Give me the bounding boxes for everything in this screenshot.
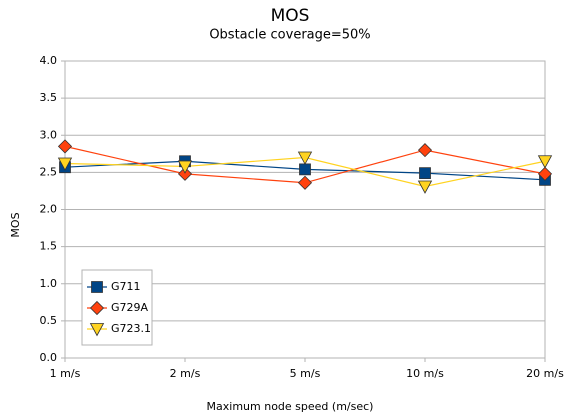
y-tick-label: 3.5 (40, 91, 58, 104)
marker (299, 163, 311, 176)
marker (91, 281, 103, 293)
x-tick-label: 20 m/s (526, 367, 564, 380)
marker (177, 160, 193, 174)
x-tick-label: 2 m/s (170, 367, 201, 380)
chart-title: MOS (271, 6, 310, 26)
legend-label: G723.1 (111, 322, 151, 335)
marker (57, 157, 73, 171)
x-tick-label: 1 m/s (50, 367, 81, 380)
marker (89, 300, 105, 316)
marker (419, 167, 431, 180)
x-tick-label: 10 m/s (406, 367, 444, 380)
chart-subtitle: Obstacle coverage=50% (209, 28, 370, 43)
marker (537, 155, 553, 169)
y-tick-label: 0.0 (40, 351, 58, 364)
marker (297, 151, 313, 165)
legend-label: G711 (111, 280, 141, 293)
marker (537, 166, 553, 181)
y-tick-label: 1.0 (40, 277, 58, 290)
y-tick-label: 3.0 (40, 128, 58, 141)
x-axis-label: Maximum node speed (m/sec) (207, 400, 374, 413)
y-tick-label: 4.0 (40, 54, 58, 67)
y-tick-label: 1.5 (40, 240, 58, 253)
marker (297, 175, 313, 190)
y-axis-label: MOS (9, 212, 22, 237)
marker (177, 166, 193, 181)
marker (57, 139, 73, 154)
legend-label: G729A (111, 301, 149, 314)
x-tick-label: 5 m/s (290, 367, 321, 380)
marker (89, 323, 105, 337)
y-tick-label: 2.0 (40, 203, 58, 216)
y-tick-label: 2.5 (40, 165, 58, 178)
marker (417, 143, 433, 158)
y-tick-label: 0.5 (40, 314, 58, 327)
marker (417, 180, 433, 194)
